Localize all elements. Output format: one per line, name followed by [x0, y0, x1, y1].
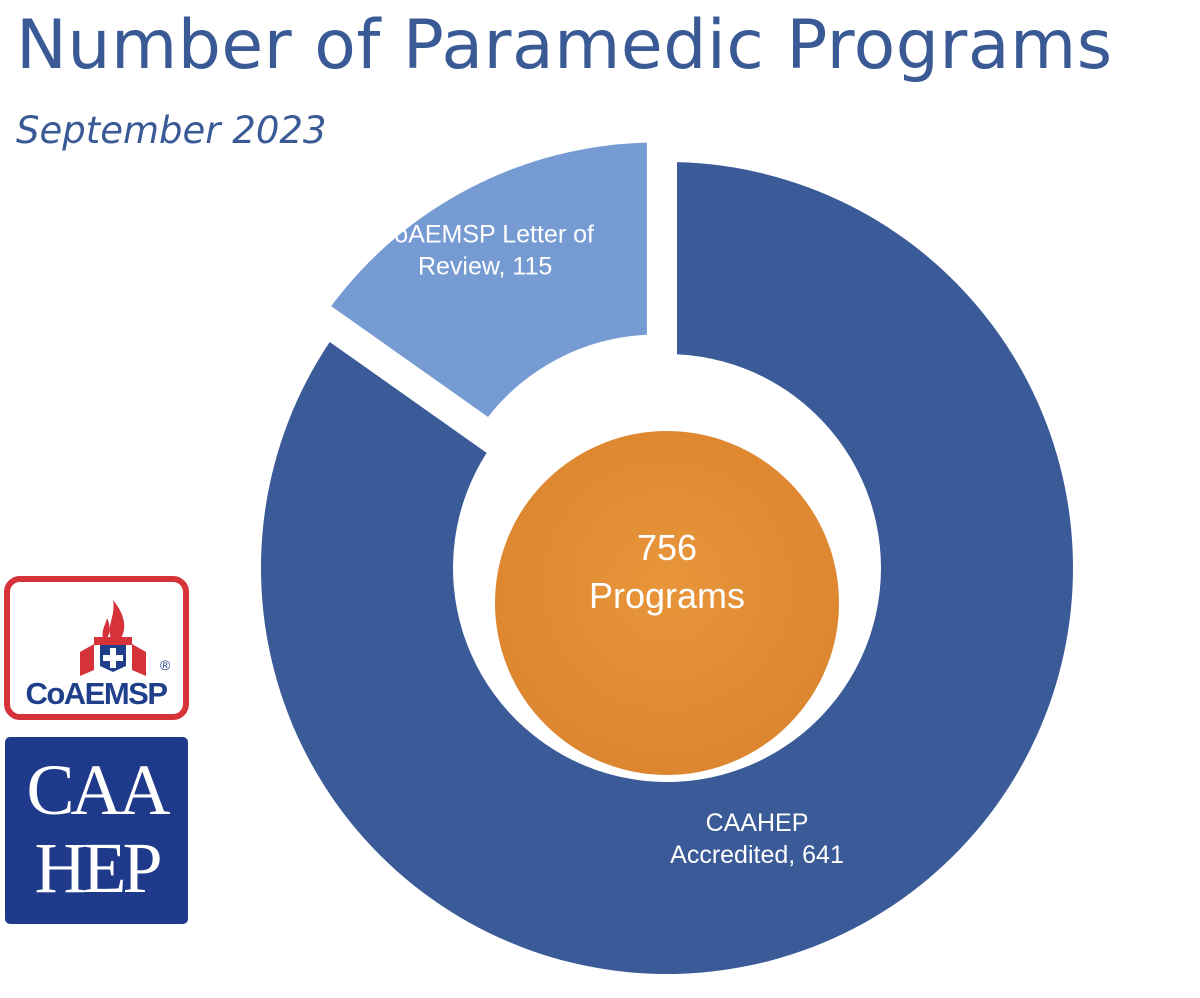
center-circle [493, 429, 841, 777]
slice-coaemsp-letter-of-review [331, 142, 647, 417]
caahep-logo: CAA HEP [5, 737, 188, 924]
slice-caahep-accredited [261, 162, 1073, 974]
center-total-label: 756 [637, 527, 697, 568]
caahep-logo-line2: HEP [34, 828, 162, 908]
center-programs-label: Programs [589, 575, 745, 616]
caahep-logo-line1: CAA [26, 750, 170, 830]
coaemsp-logo-text: CoAEMSP [25, 676, 167, 711]
registered-mark: ® [160, 657, 171, 673]
coaemsp-emblem-icon: ® CoAEMSP [25, 600, 171, 711]
slice-label-coaemsp-letter-of-review: CoAEMSP Letter of Review, 115 [376, 220, 594, 280]
chart-subtitle: September 2023 [16, 109, 327, 152]
coaemsp-logo: ® CoAEMSP [4, 576, 189, 720]
chart-title: Number of Paramedic Programs [16, 6, 1113, 85]
slice-label-caahep-accredited: CAAHEP Accredited, 641 [670, 809, 844, 869]
